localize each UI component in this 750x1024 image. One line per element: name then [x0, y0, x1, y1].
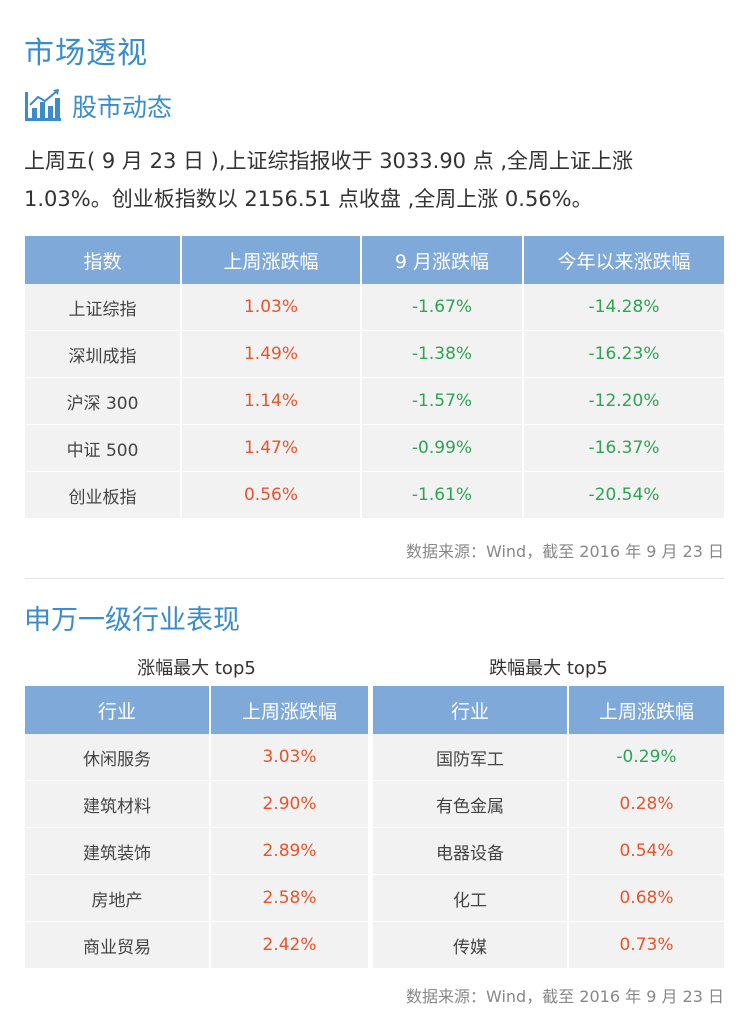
- section-header-stock: 股市动态: [24, 88, 172, 124]
- data-source-note: 数据来源：Wind，截至 2016 年 9 月 23 日: [406, 542, 724, 561]
- month-change: -1.67%: [362, 284, 524, 331]
- industry-name: 建筑材料: [25, 781, 211, 828]
- table-row: 沪深 300 1.14% -1.57% -12.20%: [25, 378, 724, 425]
- top-losers-table: 行业 上周涨跌幅 国防军工 -0.29% 有色金属 0.28% 电器设备 0.5…: [373, 686, 724, 969]
- ytd-change: -16.23%: [524, 331, 724, 378]
- table-header-row: 指数 上周涨跌幅 9 月涨跌幅 今年以来涨跌幅: [25, 236, 724, 284]
- industry-name: 商业贸易: [25, 922, 211, 969]
- bar-chart-trend-icon: [25, 89, 61, 121]
- gainers-caption: 涨幅最大 top5: [137, 658, 256, 679]
- table-header-row: 行业 上周涨跌幅: [373, 686, 724, 734]
- week-change: 1.03%: [182, 284, 362, 331]
- page-title: 市场透视: [24, 36, 148, 71]
- column-header: 今年以来涨跌幅: [524, 236, 724, 284]
- column-header: 行业: [373, 686, 569, 734]
- industry-name: 建筑装饰: [25, 828, 211, 875]
- month-change: -1.57%: [362, 378, 524, 425]
- table-row: 创业板指 0.56% -1.61% -20.54%: [25, 472, 724, 519]
- week-change: 2.58%: [211, 875, 368, 922]
- industry-name: 化工: [373, 875, 569, 922]
- column-header: 9 月涨跌幅: [362, 236, 524, 284]
- month-change: -0.99%: [362, 425, 524, 472]
- index-name: 深圳成指: [25, 331, 182, 378]
- section-title-stock: 股市动态: [72, 93, 173, 122]
- ytd-change: -12.20%: [524, 378, 724, 425]
- week-change: 3.03%: [211, 734, 368, 781]
- table-header-row: 行业 上周涨跌幅: [25, 686, 368, 734]
- week-change: 1.49%: [182, 331, 362, 378]
- week-change: 0.54%: [569, 828, 724, 875]
- week-change: 0.28%: [569, 781, 724, 828]
- industry-name: 国防军工: [373, 734, 569, 781]
- month-change: -1.38%: [362, 331, 524, 378]
- table-row: 上证综指 1.03% -1.67% -14.28%: [25, 284, 724, 331]
- section-title-industry: 申万一级行业表现: [24, 605, 240, 636]
- industry-name: 电器设备: [373, 828, 569, 875]
- month-change: -1.61%: [362, 472, 524, 519]
- table-row: 传媒 0.73%: [373, 922, 724, 969]
- table-row: 中证 500 1.47% -0.99% -16.37%: [25, 425, 724, 472]
- index-name: 沪深 300: [25, 378, 182, 425]
- table-row: 电器设备 0.54%: [373, 828, 724, 875]
- market-summary: 上周五( 9 月 23 日 ),上证综指报收于 3033.90 点 ,全周上证上…: [24, 149, 634, 211]
- column-header: 上周涨跌幅: [182, 236, 362, 284]
- table-row: 深圳成指 1.49% -1.38% -16.23%: [25, 331, 724, 378]
- week-change: -0.29%: [569, 734, 724, 781]
- industry-name: 有色金属: [373, 781, 569, 828]
- week-change: 0.73%: [569, 922, 724, 969]
- losers-caption: 跌幅最大 top5: [489, 658, 608, 679]
- data-source-note: 数据来源：Wind，截至 2016 年 9 月 23 日: [406, 987, 724, 1006]
- column-header: 指数: [25, 236, 182, 284]
- week-change: 0.68%: [569, 875, 724, 922]
- week-change: 2.89%: [211, 828, 368, 875]
- column-header: 上周涨跌幅: [569, 686, 724, 734]
- column-header: 上周涨跌幅: [211, 686, 368, 734]
- index-name: 创业板指: [25, 472, 182, 519]
- week-change: 2.90%: [211, 781, 368, 828]
- table-row: 国防军工 -0.29%: [373, 734, 724, 781]
- index-performance-table: 指数 上周涨跌幅 9 月涨跌幅 今年以来涨跌幅 上证综指 1.03% -1.67…: [25, 236, 724, 519]
- ytd-change: -20.54%: [524, 472, 724, 519]
- table-row: 有色金属 0.28%: [373, 781, 724, 828]
- index-name: 中证 500: [25, 425, 182, 472]
- industry-name: 房地产: [25, 875, 211, 922]
- ytd-change: -16.37%: [524, 425, 724, 472]
- industry-name: 休闲服务: [25, 734, 211, 781]
- table-row: 化工 0.68%: [373, 875, 724, 922]
- week-change: 1.47%: [182, 425, 362, 472]
- column-header: 行业: [25, 686, 211, 734]
- industry-name: 传媒: [373, 922, 569, 969]
- week-change: 0.56%: [182, 472, 362, 519]
- ytd-change: -14.28%: [524, 284, 724, 331]
- table-row: 建筑材料 2.90%: [25, 781, 368, 828]
- top-gainers-table: 行业 上周涨跌幅 休闲服务 3.03% 建筑材料 2.90% 建筑装饰 2.89…: [25, 686, 368, 969]
- section-divider: [25, 578, 724, 579]
- week-change: 2.42%: [211, 922, 368, 969]
- table-row: 建筑装饰 2.89%: [25, 828, 368, 875]
- table-row: 商业贸易 2.42%: [25, 922, 368, 969]
- table-row: 房地产 2.58%: [25, 875, 368, 922]
- table-row: 休闲服务 3.03%: [25, 734, 368, 781]
- week-change: 1.14%: [182, 378, 362, 425]
- index-name: 上证综指: [25, 284, 182, 331]
